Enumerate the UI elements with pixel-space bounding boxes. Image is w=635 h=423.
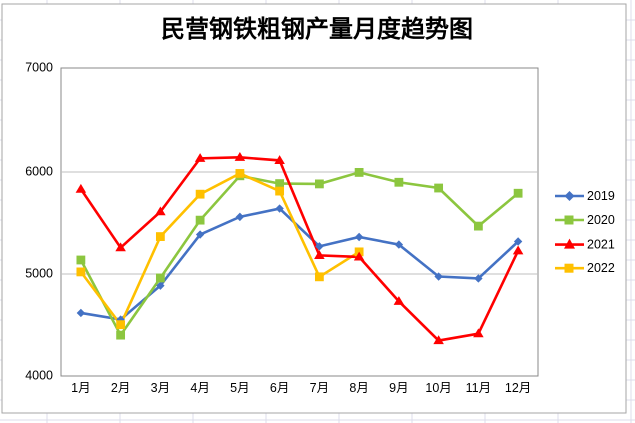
svg-text:2022: 2022: [587, 261, 615, 275]
svg-text:3月: 3月: [151, 381, 170, 395]
svg-text:5000: 5000: [25, 267, 53, 281]
svg-text:2月: 2月: [111, 381, 130, 395]
svg-text:11月: 11月: [466, 381, 491, 395]
svg-text:2020: 2020: [587, 213, 615, 227]
svg-text:5月: 5月: [230, 381, 249, 395]
svg-text:2019: 2019: [587, 189, 615, 203]
svg-text:12月: 12月: [505, 381, 531, 395]
svg-text:6000: 6000: [25, 165, 53, 179]
svg-text:8月: 8月: [349, 381, 368, 395]
svg-text:7000: 7000: [25, 61, 53, 75]
svg-text:6月: 6月: [270, 381, 289, 395]
svg-text:9月: 9月: [389, 381, 408, 395]
svg-text:2021: 2021: [587, 238, 615, 252]
svg-text:10月: 10月: [425, 381, 451, 395]
svg-text:民营钢铁粗钢产量月度趋势图: 民营钢铁粗钢产量月度趋势图: [161, 15, 473, 43]
svg-text:1月: 1月: [71, 381, 90, 395]
svg-text:7月: 7月: [310, 381, 329, 395]
svg-text:4000: 4000: [25, 369, 53, 383]
svg-text:4月: 4月: [190, 381, 209, 395]
